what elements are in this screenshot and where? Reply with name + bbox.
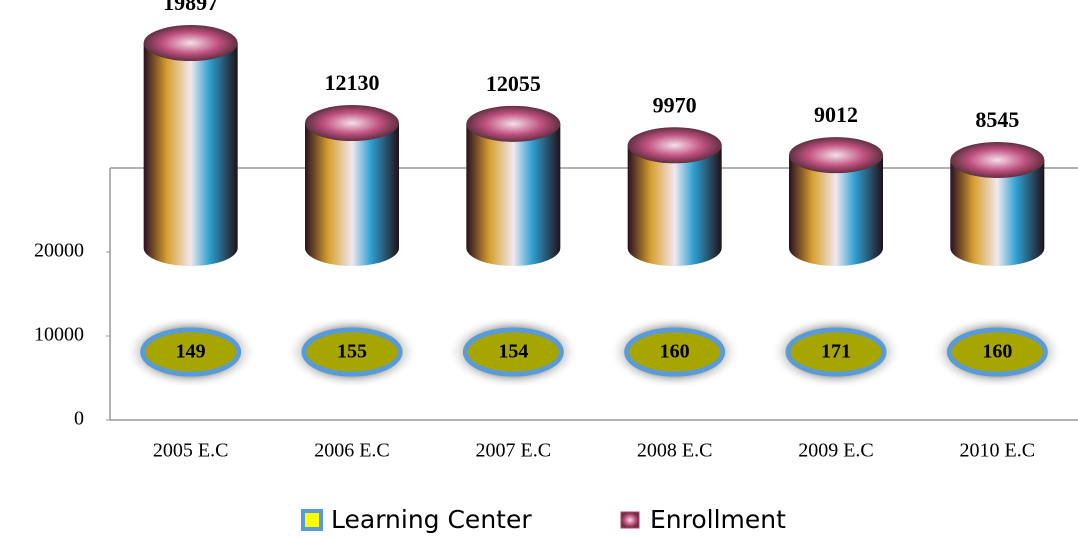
value-label: 149 — [176, 341, 206, 363]
legend-swatch — [301, 509, 323, 531]
cylinder — [466, 123, 561, 266]
cylinder — [789, 155, 883, 266]
value-label: 19897 — [163, 0, 218, 15]
value-label: 160 — [660, 341, 690, 363]
cylinder — [305, 123, 399, 266]
cylinder-top — [950, 141, 1045, 178]
cylinder — [143, 43, 238, 266]
value-label: 171 — [821, 341, 851, 363]
x-tick-label: 2007 E.C — [476, 440, 552, 462]
x-tick-label: 2008 E.C — [637, 440, 713, 462]
disc — [140, 327, 242, 377]
x-tick-label: 2009 E.C — [798, 440, 874, 462]
y-tick-label: 10000 — [34, 324, 84, 346]
value-label: 9970 — [653, 92, 697, 117]
y-tick-label: 20000 — [34, 240, 84, 262]
disc — [624, 327, 726, 377]
cylinder-top — [627, 127, 722, 164]
value-label: 154 — [498, 341, 528, 363]
cylinder — [950, 159, 1045, 266]
y-tick-label: 0 — [74, 408, 84, 430]
legend-label: Enrollment — [650, 505, 786, 534]
cylinder — [627, 145, 722, 266]
disc — [462, 327, 564, 377]
legend-label: Learning Center — [331, 505, 532, 534]
x-tick-label: 2010 E.C — [960, 440, 1036, 462]
value-label: 12055 — [486, 71, 541, 96]
cylinder-top — [789, 137, 883, 174]
legend-swatch — [620, 511, 640, 529]
disc — [946, 327, 1048, 377]
value-label: 155 — [337, 341, 367, 363]
value-label: 160 — [982, 341, 1012, 363]
value-label: 12130 — [325, 70, 380, 95]
disc — [301, 327, 403, 377]
value-label: 9012 — [814, 102, 858, 127]
x-tick-label: 2006 E.C — [314, 440, 390, 462]
cylinder-top — [143, 25, 238, 62]
cylinder-top — [305, 105, 399, 142]
disc — [785, 327, 887, 377]
value-label: 8545 — [975, 107, 1019, 132]
x-tick-label: 2005 E.C — [153, 440, 229, 462]
cylinder-top — [466, 105, 561, 142]
